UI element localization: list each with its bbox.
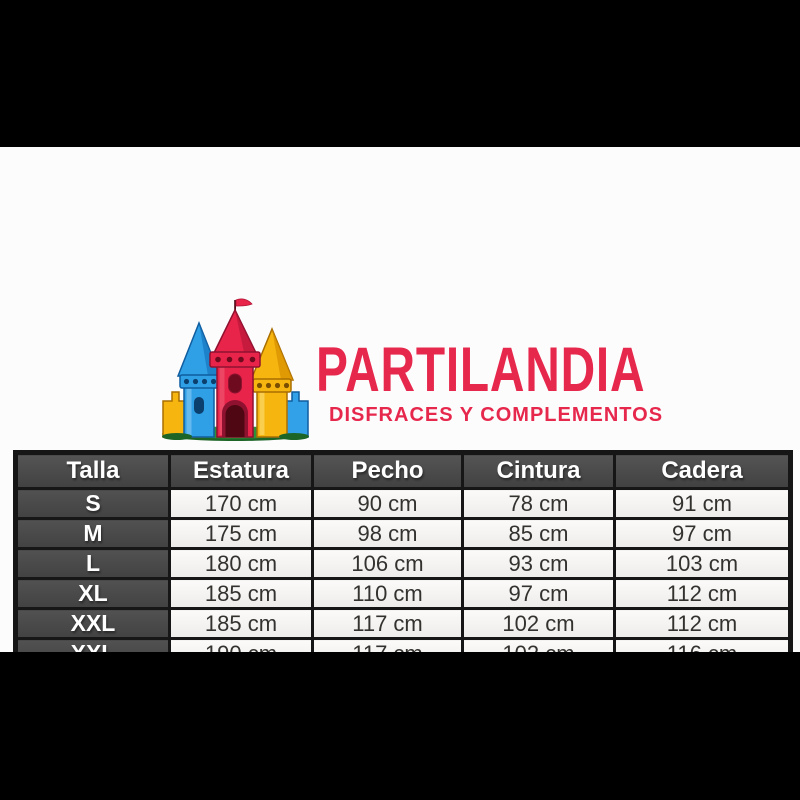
content-area: PARTILANDIA DISFRACES Y COMPLEMENTOS Tal… [0, 147, 800, 702]
measurement-cell: 110 cm [311, 577, 464, 610]
measurement-cell: 102 cm [461, 607, 616, 640]
measurement-cell: 103 cm [613, 547, 792, 580]
castle-tower-right [249, 327, 295, 438]
measurement-cell: 112 cm [613, 577, 792, 610]
castle-flag-icon [234, 298, 253, 312]
header-row: Talla Estatura Pecho Cintura Cadera [14, 451, 792, 490]
letterbox-top [0, 0, 800, 147]
table-row: XL 185 cm 110 cm 97 cm 112 cm [14, 577, 792, 610]
measurement-cell: 185 cm [168, 577, 314, 610]
size-cell: L [14, 547, 171, 580]
size-cell: XL [14, 577, 171, 610]
size-cell: M [14, 517, 171, 550]
column-header-talla: Talla [14, 451, 171, 490]
brand-title: PARTILANDIA [316, 335, 646, 405]
measurement-cell: 170 cm [168, 487, 314, 520]
table-row: M 175 cm 98 cm 85 cm 97 cm [14, 517, 792, 550]
measurement-cell: 91 cm [613, 487, 792, 520]
measurement-cell: 93 cm [461, 547, 616, 580]
measurement-cell: 85 cm [461, 517, 616, 550]
measurement-cell: 185 cm [168, 607, 314, 640]
measurement-cell: 97 cm [613, 517, 792, 550]
castle-tower-center [209, 298, 261, 438]
measurement-cell: 180 cm [168, 547, 314, 580]
measurement-cell: 117 cm [311, 607, 464, 640]
column-header-cadera: Cadera [613, 451, 792, 490]
column-header-cintura: Cintura [461, 451, 616, 490]
brand-tagline: DISFRACES Y COMPLEMENTOS [329, 404, 664, 426]
measurement-cell: 90 cm [311, 487, 464, 520]
column-header-estatura: Estatura [168, 451, 314, 490]
letterbox-bottom [0, 652, 800, 800]
measurement-cell: 112 cm [613, 607, 792, 640]
size-cell: XXL [14, 607, 171, 640]
table-row: L 180 cm 106 cm 93 cm 103 cm [14, 547, 792, 580]
measurement-cell: 98 cm [311, 517, 464, 550]
table-row: XXL 185 cm 117 cm 102 cm 112 cm [14, 607, 792, 640]
measurement-cell: 175 cm [168, 517, 314, 550]
castle-logo-icon [162, 298, 309, 441]
measurement-cell: 78 cm [461, 487, 616, 520]
table-row: S 170 cm 90 cm 78 cm 91 cm [14, 487, 792, 520]
measurement-cell: 106 cm [311, 547, 464, 580]
castle-grass-front [162, 433, 309, 440]
size-cell: S [14, 487, 171, 520]
measurement-cell: 97 cm [461, 577, 616, 610]
column-header-pecho: Pecho [311, 451, 464, 490]
castle-tower-left [176, 320, 222, 438]
